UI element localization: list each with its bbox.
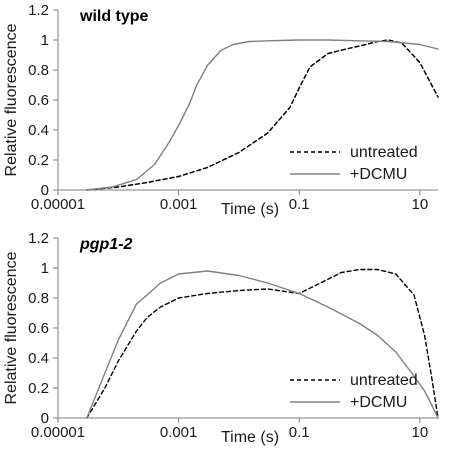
y-tick-label: 0.2 xyxy=(28,380,49,397)
x-tick-label: 0.1 xyxy=(289,424,310,441)
x-axis-label: Time (s) xyxy=(221,429,279,446)
y-axis-label: Relative fluorescence xyxy=(3,251,20,404)
x-tick-label: 0.00001 xyxy=(31,424,85,441)
y-axis-label: Relative fluorescence xyxy=(3,23,20,176)
x-tick-label: 0.001 xyxy=(160,196,198,213)
x-tick-label: 0.00001 xyxy=(31,196,85,213)
legend-label: +DCMU xyxy=(350,166,407,183)
x-tick-label: 10 xyxy=(412,196,429,213)
legend-label: untreated xyxy=(350,144,418,161)
x-axis-label: Time (s) xyxy=(221,201,279,218)
chart-panel-1: 0 0.2 0.4 0.6 0.8 1 1.2 0.00001 0.001 0.1 10 Time (… xyxy=(3,2,439,218)
chart-panel-2: 0 0.2 0.4 0.6 0.8 1 1.2 0.00001 0.001 0.1 10 Time (… xyxy=(3,230,439,446)
series-line-untreated xyxy=(86,39,439,191)
series-line-dcmu xyxy=(86,270,439,419)
x-tick-label: 0.001 xyxy=(160,424,198,441)
y-tick-label: 0 xyxy=(41,182,49,199)
y-tick-label: 1.2 xyxy=(28,2,49,19)
y-tick-label: 1.2 xyxy=(28,230,49,247)
y-tick-label: 0.8 xyxy=(28,290,49,307)
legend-label: untreated xyxy=(350,372,418,389)
series-line-dcmu xyxy=(86,39,439,191)
panel-title: pgp1-2 xyxy=(79,236,133,253)
y-tick-label: 0.6 xyxy=(28,92,49,109)
x-tick-label: 0.1 xyxy=(289,196,310,213)
legend-label: +DCMU xyxy=(350,394,407,411)
y-tick-label: 0.4 xyxy=(28,122,49,139)
y-tick-label: 0.4 xyxy=(28,350,49,367)
panel-title: wild type xyxy=(79,8,149,25)
y-tick-label: 0 xyxy=(41,410,49,427)
y-tick-label: 0.6 xyxy=(28,320,49,337)
x-tick-label: 10 xyxy=(412,424,429,441)
y-tick-label: 1 xyxy=(41,260,49,277)
y-tick-label: 0.8 xyxy=(28,62,49,79)
series-line-untreated xyxy=(86,268,439,419)
y-tick-label: 0.2 xyxy=(28,152,49,169)
y-tick-label: 1 xyxy=(41,32,49,49)
